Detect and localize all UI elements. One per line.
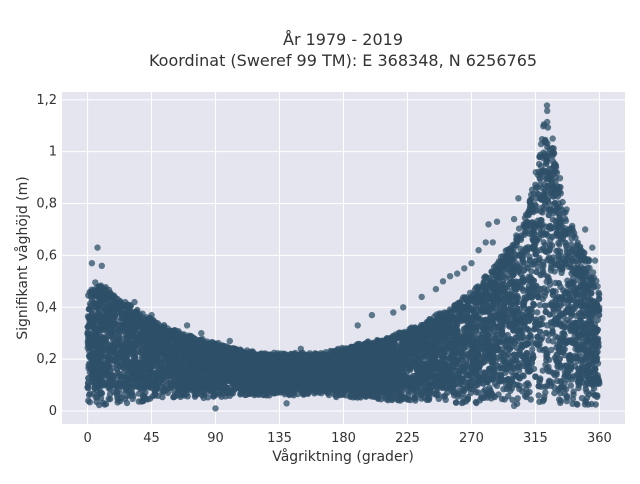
scatter-point <box>171 394 177 400</box>
scatter-point <box>583 389 589 395</box>
scatter-point <box>557 379 563 385</box>
scatter-point <box>559 384 565 390</box>
scatter-point <box>383 396 389 402</box>
scatter-point <box>574 401 580 407</box>
scatter-point <box>539 204 545 210</box>
scatter-point <box>535 392 541 398</box>
scatter-point <box>550 338 556 344</box>
scatter-point <box>539 315 545 321</box>
scatter-point <box>525 380 531 386</box>
scatter-point <box>551 268 557 274</box>
scatter-point <box>389 397 395 403</box>
scatter-point <box>544 287 550 293</box>
scatter-point <box>589 390 595 396</box>
scatter-point <box>463 398 469 404</box>
scatter-point <box>544 383 550 389</box>
scatter-point <box>85 398 91 404</box>
scatter-point <box>442 393 448 399</box>
scatter-point <box>582 399 588 405</box>
scatter-point <box>124 400 130 406</box>
scatter-point <box>87 390 93 396</box>
scatter-point <box>566 250 572 256</box>
scatter-point <box>205 394 211 400</box>
scatter-point <box>118 395 124 401</box>
scatter-point <box>536 383 542 389</box>
scatter-point <box>237 391 243 397</box>
scatter-point <box>93 399 99 405</box>
scatter-point <box>480 388 486 394</box>
scatter-point <box>528 396 534 402</box>
scatter-point <box>479 395 485 401</box>
scatter-point <box>426 395 432 401</box>
scatter-point <box>537 375 543 381</box>
scatter-point <box>100 400 106 406</box>
scatter-point <box>570 396 576 402</box>
scatter-point <box>347 393 353 399</box>
scatter-point <box>552 372 558 378</box>
scatter-point <box>357 391 363 397</box>
scatter-point <box>557 390 563 396</box>
scatter-point <box>502 396 508 402</box>
scatter-point <box>556 396 562 402</box>
scatter-point <box>405 392 411 398</box>
scatter-point <box>399 396 405 402</box>
scatter-point <box>564 393 570 399</box>
scatter-point <box>150 393 156 399</box>
scatter-point <box>568 241 574 247</box>
scatter-point <box>210 393 216 399</box>
scatter-point <box>488 395 494 401</box>
scatter-point <box>475 389 481 395</box>
scatter-point <box>551 390 557 396</box>
